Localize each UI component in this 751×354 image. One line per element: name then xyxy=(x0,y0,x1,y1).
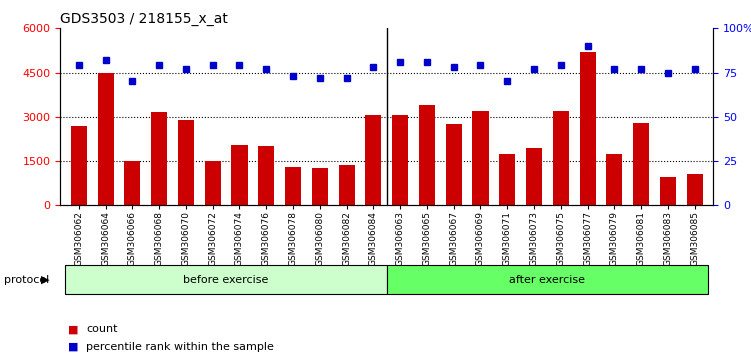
Bar xyxy=(125,161,140,205)
Bar xyxy=(205,161,221,205)
Bar xyxy=(312,169,328,205)
Bar xyxy=(526,148,542,205)
Bar xyxy=(580,52,596,205)
Bar xyxy=(98,73,113,205)
Text: ■: ■ xyxy=(68,342,78,352)
Bar xyxy=(285,167,301,205)
Bar xyxy=(71,126,87,205)
Text: ▶: ▶ xyxy=(41,275,50,285)
Bar xyxy=(151,113,167,205)
Bar xyxy=(553,111,569,205)
Text: protocol: protocol xyxy=(4,275,49,285)
FancyBboxPatch shape xyxy=(387,266,708,294)
Bar xyxy=(178,120,194,205)
Text: ■: ■ xyxy=(68,324,78,334)
Bar xyxy=(419,105,435,205)
Bar xyxy=(606,154,623,205)
Bar xyxy=(365,115,382,205)
Text: GDS3503 / 218155_x_at: GDS3503 / 218155_x_at xyxy=(60,12,228,26)
Bar xyxy=(231,145,248,205)
Text: count: count xyxy=(86,324,118,334)
Bar xyxy=(445,124,462,205)
Bar xyxy=(660,177,676,205)
Bar xyxy=(258,146,274,205)
Bar xyxy=(339,166,354,205)
Text: percentile rank within the sample: percentile rank within the sample xyxy=(86,342,274,352)
FancyBboxPatch shape xyxy=(65,266,387,294)
Text: before exercise: before exercise xyxy=(183,275,269,285)
Bar xyxy=(633,123,649,205)
Text: after exercise: after exercise xyxy=(509,275,586,285)
Bar xyxy=(392,115,409,205)
Bar xyxy=(686,175,703,205)
Bar xyxy=(499,154,515,205)
Bar xyxy=(472,111,488,205)
